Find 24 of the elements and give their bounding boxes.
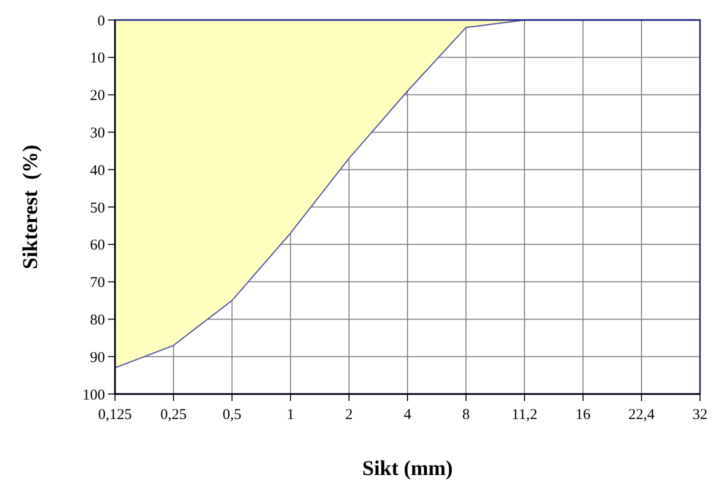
x-tick-label: 16 <box>576 407 591 423</box>
x-tick-label: 0,5 <box>222 407 242 423</box>
x-tick-label: 0,125 <box>98 407 132 423</box>
x-tick-label: 1 <box>286 407 294 423</box>
y-tick-label: 40 <box>90 162 105 179</box>
x-tick-label: 4 <box>404 407 412 423</box>
x-tick-label: 8 <box>462 407 470 423</box>
y-tick-label: 10 <box>90 50 105 67</box>
y-tick-label: 100 <box>82 387 105 404</box>
x-tick-label: 11,2 <box>512 407 538 423</box>
y-axis-title: Sikterest (%) <box>18 144 42 270</box>
x-tick-label: 0,25 <box>160 407 187 423</box>
y-tick-label: 80 <box>90 312 105 328</box>
x-axis-title: Sikt (mm) <box>362 456 453 480</box>
x-tick-label: 32 <box>692 407 708 423</box>
y-tick-label: 0 <box>98 13 105 30</box>
y-tick-label: 70 <box>90 275 105 292</box>
y-tick-label: 60 <box>90 238 105 254</box>
x-tick-label: 22,4 <box>628 407 656 423</box>
y-tick-label: 50 <box>90 200 105 216</box>
y-tick-label: 30 <box>90 125 105 142</box>
x-tick-label: 2 <box>345 407 353 423</box>
y-tick-label: 20 <box>90 88 105 104</box>
y-tick-label: 90 <box>90 350 105 366</box>
